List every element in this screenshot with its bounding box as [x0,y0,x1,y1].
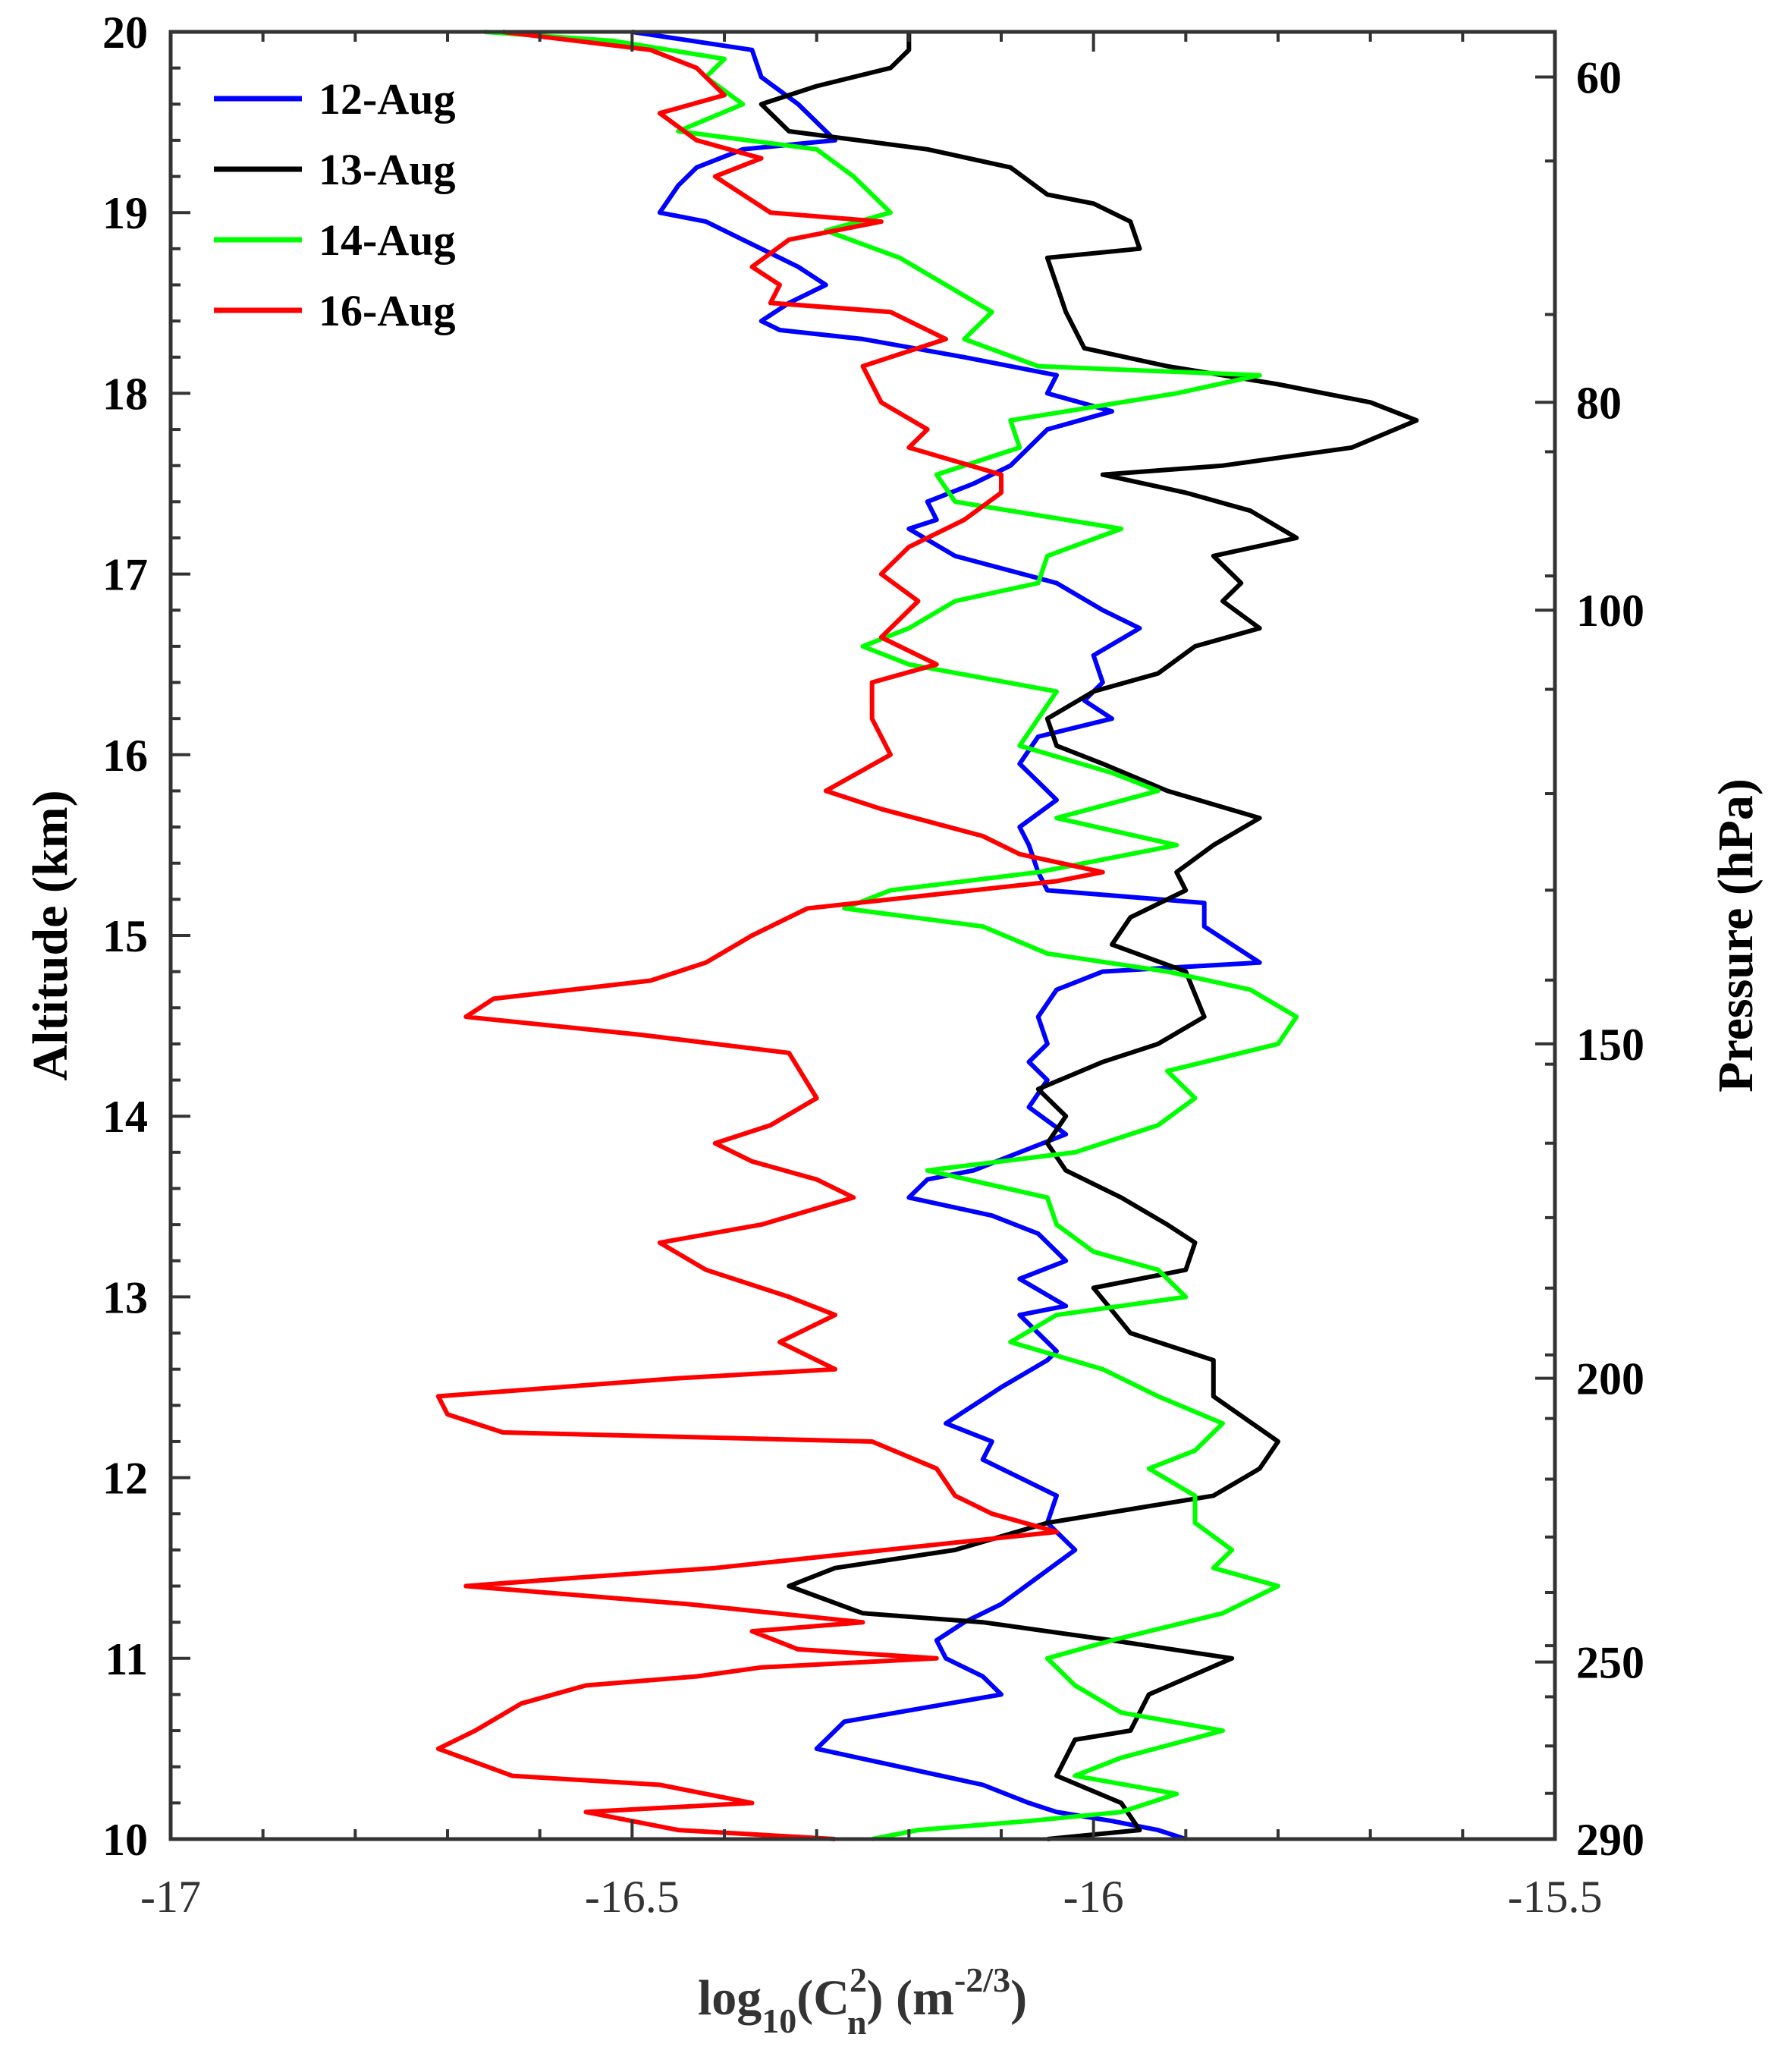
y-tick-label: 13 [102,1272,148,1322]
y2-tick-label: 200 [1576,1354,1644,1404]
x-tick-label: -17 [140,1872,201,1922]
y2-tick-label: 80 [1576,378,1622,428]
y2-tick-label: 250 [1576,1638,1644,1688]
x-axis-title: log10(C2 n) (m-2/3) [698,1960,1027,2042]
y-tick-label: 15 [102,911,148,961]
y2-tick-label: 150 [1576,1020,1644,1070]
plot-frame [168,30,1557,1841]
y2-tick-label: 60 [1576,53,1622,103]
tick-labels: -17 -16.5 -16 -15.5 10 11 12 13 14 15 16 17 18 19 20 60… [102,8,1644,1922]
y-tick-label: 11 [105,1634,148,1684]
legend-label-12-aug: 12-Aug [319,74,455,124]
series-line-14-aug [484,30,1299,1841]
x-title-sup-2: 2 [850,1960,867,1999]
series-line-16-aug [435,30,1105,1841]
y-tick-label: 16 [102,731,148,781]
x-title-sub-n: n [847,2003,867,2042]
x-tick-label: -16.5 [585,1872,680,1922]
x-title-log: log [698,1970,762,2026]
y-tick-label: 14 [102,1092,148,1142]
y-tick-label: 10 [102,1815,148,1865]
y2-tick-label: 290 [1576,1815,1644,1865]
x-title-unit: ) (m [867,1970,954,2026]
x-tick-label: -16 [1063,1872,1124,1922]
x-tick-label: -15.5 [1508,1872,1603,1922]
series-line-12-aug [631,30,1262,1841]
legend-label-13-aug: 13-Aug [319,145,455,194]
legend: 12-Aug 13-Aug 14-Aug 16-Aug [214,74,455,335]
y2-axis-title: Pressure (hPa) [1708,778,1764,1093]
y-tick-label: 18 [102,369,148,419]
x-title-c: (C [796,1970,850,2026]
y2-tick-label: 100 [1576,586,1644,636]
x-title-sub-10: 10 [762,2001,796,2040]
y-axis-title: Altitude (km) [23,790,78,1080]
y-tick-label: 17 [102,550,148,600]
series-line-13-aug [759,32,1419,1841]
legend-label-14-aug: 14-Aug [319,215,455,265]
y-tick-label: 19 [102,188,148,238]
series-lines [435,30,1419,1841]
y-tick-label: 20 [102,8,148,58]
x-title-exp: -2/3 [954,1960,1010,1999]
legend-label-16-aug: 16-Aug [319,286,455,335]
x-title-close: ) [1010,1970,1027,2026]
y-tick-label: 12 [102,1454,148,1504]
